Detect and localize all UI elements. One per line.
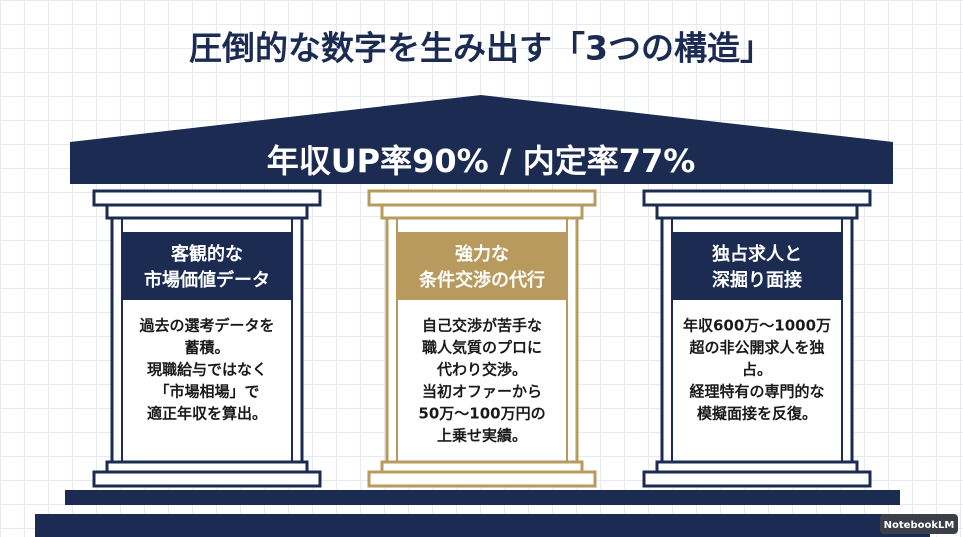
- pillar-capital: [642, 189, 872, 207]
- pillar-heading: 深掘り面接: [712, 269, 802, 291]
- pillar-base: [642, 470, 872, 488]
- pillar-body: 蓄積。: [184, 339, 229, 357]
- title: 圧倒的な数字を生み出す「3つの構造」: [189, 29, 773, 68]
- pillar-heading: 条件交渉の代行: [418, 269, 545, 291]
- pillar-body: 経理特有の専門的な: [689, 383, 824, 401]
- pillar-body: 職人気質のプロに: [422, 339, 542, 357]
- pillar-body: 当初オファーから: [422, 383, 542, 401]
- roof: [70, 95, 893, 142]
- pillar-body: 年収600万〜1000万: [683, 317, 831, 335]
- pillar-base: [367, 470, 597, 488]
- pillar-capital: [92, 189, 322, 207]
- watermark-badge: [880, 514, 958, 534]
- pillar-body: 過去の選考データを: [138, 317, 274, 335]
- roof-band: [70, 142, 893, 184]
- pillar-base: [92, 470, 322, 488]
- pillar-heading-box: [397, 232, 567, 300]
- pillar-body: 代わり交渉。: [436, 361, 527, 379]
- pillar-heading: 客観的な: [171, 243, 243, 265]
- pillar-heading-box: [122, 232, 292, 300]
- watermark: NotebookLM: [884, 520, 955, 531]
- pillar-body: 超の非公開求人を独: [688, 339, 824, 357]
- pillar-capital: [367, 189, 597, 207]
- foundation: [35, 514, 930, 537]
- banner: 年収UP率90% / 内定率77%: [267, 142, 696, 180]
- pillar-body: 自己交渉が苦手な: [422, 317, 542, 335]
- pillar-capital: [380, 203, 584, 220]
- pillar-body: 50万〜100万円の: [418, 405, 545, 423]
- pillar-body: 現職給与ではなく: [147, 361, 267, 379]
- pillar-body: 占。: [742, 361, 772, 379]
- pillar-body: 上乗せ実績。: [437, 427, 527, 445]
- pillar-heading: 独占求人と: [712, 243, 802, 265]
- pillar-heading-box: [672, 232, 842, 300]
- pillar-body: 模擬面接を反復。: [697, 405, 817, 423]
- pillar-capital: [105, 203, 309, 220]
- pillar-capital: [655, 203, 859, 220]
- pillar-heading: 市場価値データ: [144, 269, 270, 291]
- foundation-step: [65, 490, 900, 505]
- pillar-heading: 強力な: [455, 243, 509, 265]
- pillar-body: 適正年収を算出。: [147, 405, 267, 423]
- pillar-body: 「市場相場」で: [154, 383, 259, 401]
